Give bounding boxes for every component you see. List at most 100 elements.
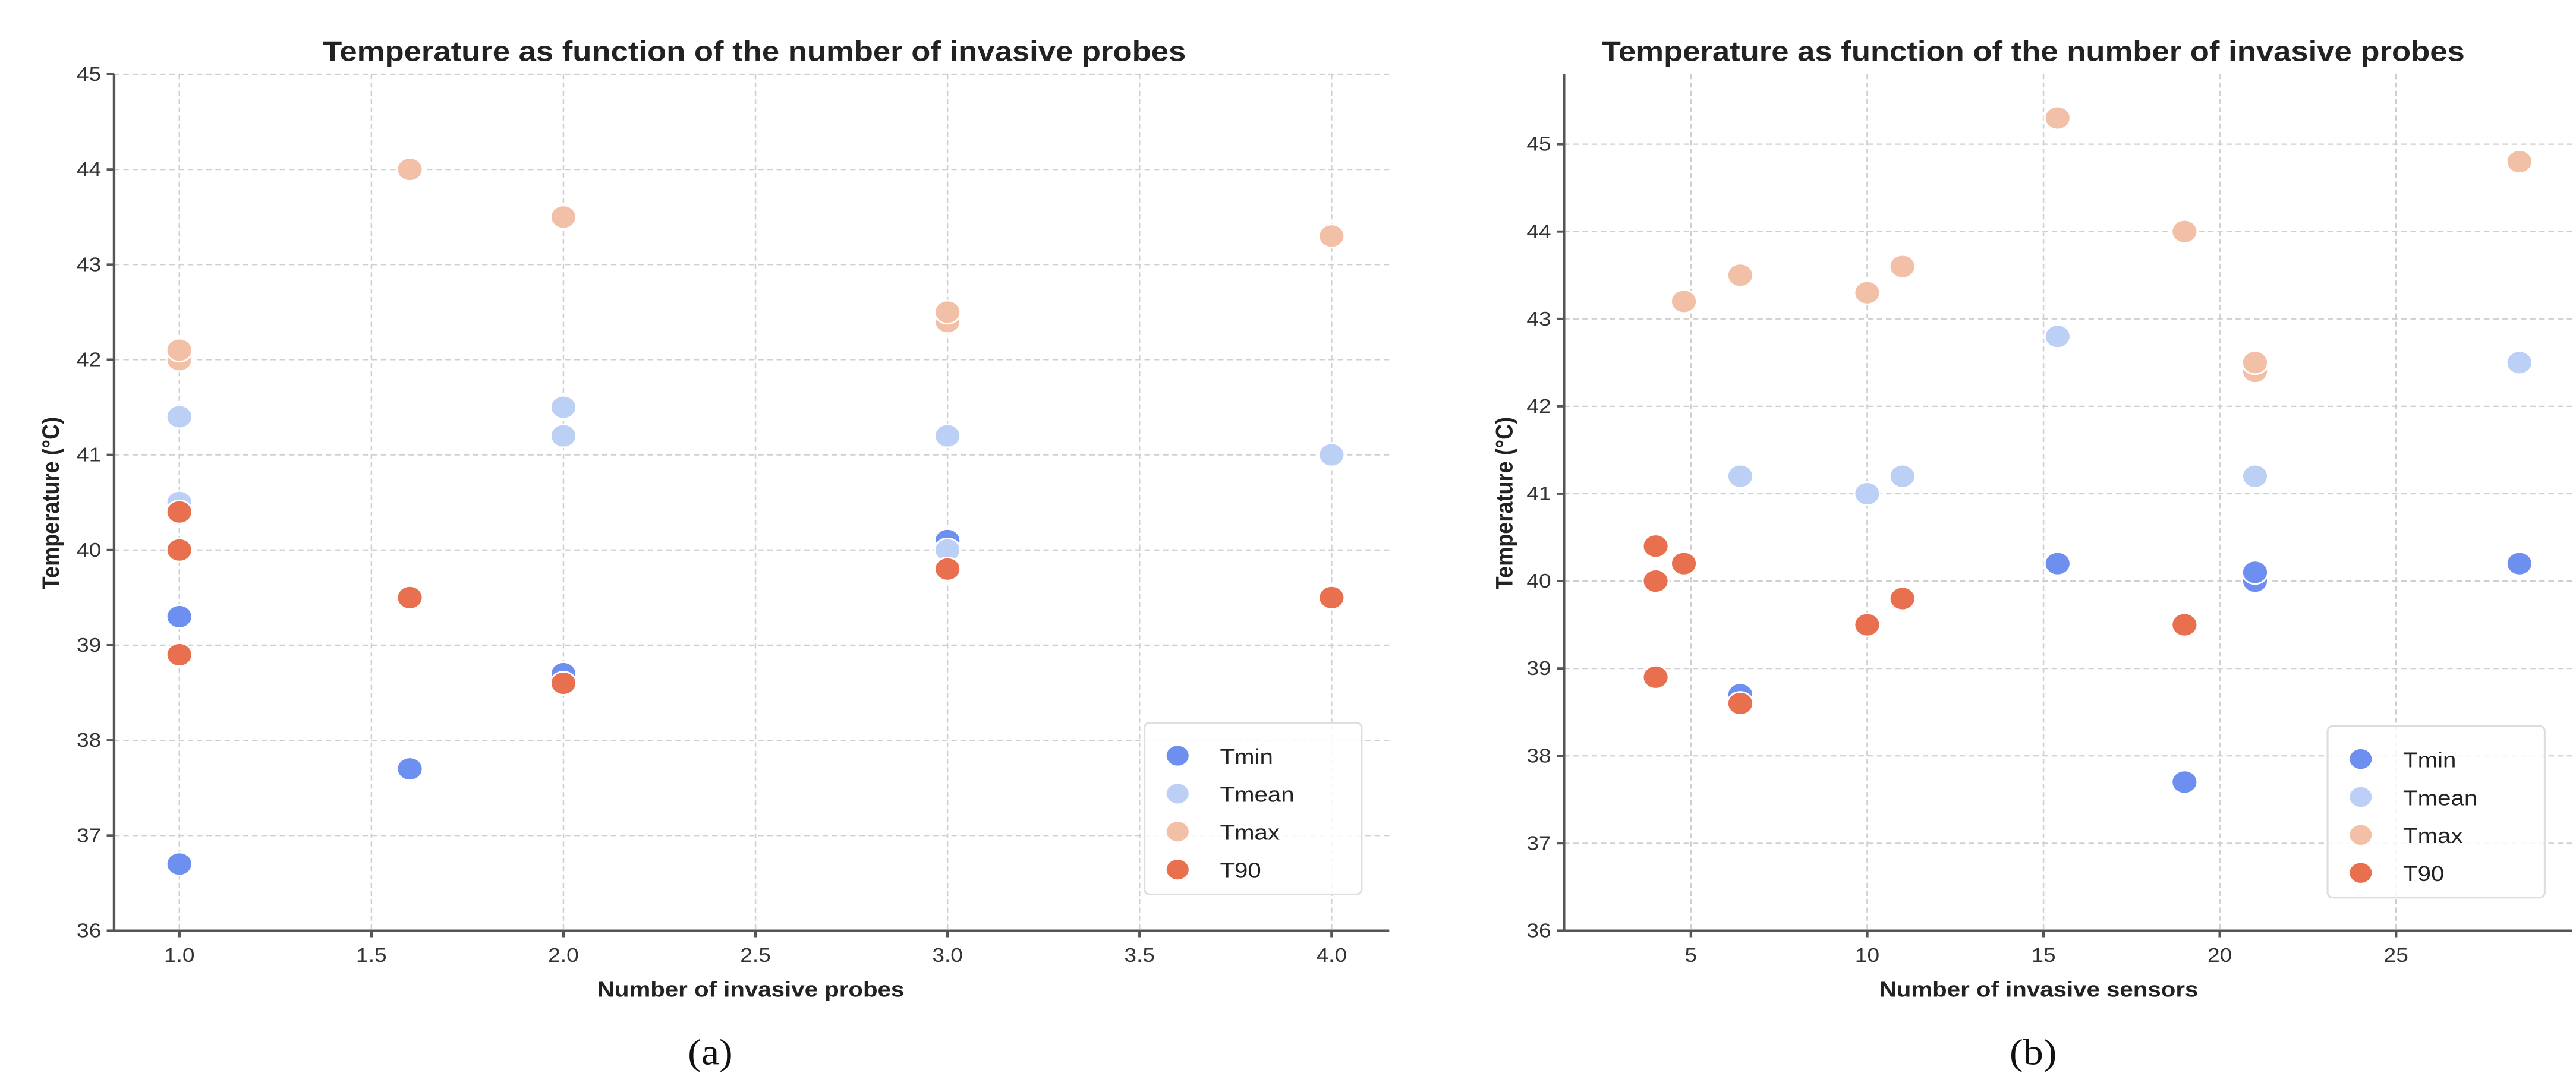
data-point-tmin [2241, 560, 2269, 585]
chart-title: Temperature as function of the number of… [1602, 36, 2465, 67]
x-tick-label: 2.5 [740, 945, 771, 967]
data-point-t90 [1726, 691, 1755, 716]
data-point-tmean [549, 394, 578, 420]
x-tick-label: 10 [1855, 945, 1879, 967]
x-tick-label: 3.0 [932, 945, 963, 967]
data-point-tmean [2043, 324, 2072, 349]
data-point-t90 [549, 671, 578, 696]
legend-label: T90 [1220, 858, 1261, 883]
y-tick-label: 45 [77, 64, 101, 86]
data-point-tmin [396, 756, 424, 781]
y-tick-label: 43 [77, 254, 101, 276]
y-tick-label: 36 [1526, 920, 1551, 942]
y-tick-label: 37 [77, 825, 101, 847]
legend-label: Tmean [1220, 783, 1294, 807]
data-point-t90 [933, 556, 962, 582]
data-point-tmax [933, 299, 962, 325]
data-point-tmin [2043, 551, 2072, 576]
data-point-tmax [165, 337, 194, 363]
y-tick-label: 38 [77, 730, 101, 752]
legend-marker-t90 [2350, 863, 2372, 883]
y-tick-label: 39 [1526, 658, 1551, 680]
data-point-tmean [2241, 463, 2269, 489]
data-point-t90 [1642, 665, 1670, 690]
x-tick-label: 25 [2384, 945, 2408, 967]
data-point-t90 [1642, 569, 1670, 594]
x-tick-label: 20 [2207, 945, 2232, 967]
y-axis-label: Temperature (°C) [37, 417, 64, 590]
x-tick-label: 5 [1685, 945, 1698, 967]
x-tick-label: 15 [2031, 945, 2055, 967]
data-point-tmean [1853, 481, 1881, 506]
legend-box [1143, 722, 1363, 895]
legend-label: Tmax [2403, 824, 2463, 848]
x-tick-label: 1.0 [164, 945, 195, 967]
legend-marker-tmin [2350, 749, 2372, 769]
data-point-tmin [2505, 551, 2534, 576]
data-point-t90 [396, 585, 424, 610]
legend-label: Tmean [2403, 786, 2477, 810]
data-point-tmax [1888, 254, 1917, 279]
data-point-t90 [1642, 534, 1670, 559]
y-tick-label: 41 [1526, 483, 1551, 505]
y-tick-label: 44 [77, 159, 101, 181]
x-tick-label: 1.5 [356, 945, 387, 967]
data-point-tmax [396, 157, 424, 182]
data-point-t90 [165, 642, 194, 667]
legend: Tmin Tmean Tmax T90 [1143, 722, 1363, 895]
data-point-tmax [1853, 280, 1881, 305]
data-point-tmax [1726, 263, 1755, 288]
y-tick-label: 40 [1526, 570, 1551, 592]
panel-label: (b) [2010, 1032, 2057, 1072]
y-tick-label: 43 [1526, 308, 1551, 330]
data-point-tmax [2043, 105, 2072, 131]
y-axis-label: Temperature (°C) [1491, 417, 1518, 590]
data-point-tmean [165, 404, 194, 430]
y-tick-label: 37 [1526, 832, 1551, 854]
legend-marker-t90 [1166, 859, 1189, 880]
data-point-tmin [165, 604, 194, 629]
panel-label: (a) [688, 1032, 733, 1072]
y-tick-label: 42 [77, 349, 101, 371]
y-tick-label: 45 [1526, 133, 1551, 155]
data-point-tmean [1888, 463, 1917, 489]
data-point-tmean [933, 423, 962, 449]
legend-label: T90 [2403, 862, 2444, 886]
y-tick-label: 40 [77, 539, 101, 561]
chart-b: Temperature as function of the number of… [1491, 36, 2572, 1072]
data-point-tmax [549, 204, 578, 230]
data-point-tmax [2171, 219, 2199, 244]
data-point-t90 [165, 499, 194, 525]
data-point-tmax [2241, 350, 2269, 375]
chart-title: Temperature as function of the number of… [323, 36, 1186, 67]
x-tick-label: 2.0 [548, 945, 579, 967]
legend-label: Tmin [1220, 745, 1273, 769]
data-point-tmean [549, 423, 578, 449]
chart-a: Temperature as function of the number of… [37, 36, 1390, 1072]
data-point-tmean [2505, 350, 2534, 375]
data-point-tmax [1318, 223, 1346, 249]
x-tick-label: 4.0 [1317, 945, 1347, 967]
data-point-tmax [1670, 289, 1698, 314]
plot-area: 1.0 1.5 2.0 2.5 3.0 3.5 4.0 36 37 38 39 40 41 42 43 44 4… [77, 64, 1390, 967]
legend-marker-tmax [2350, 825, 2372, 845]
data-point-tmin [2171, 769, 2199, 795]
y-tick-label: 38 [1526, 745, 1551, 767]
data-point-t90 [165, 537, 194, 563]
legend: Tmin Tmean Tmax T90 [2326, 725, 2546, 899]
x-tick-label: 3.5 [1124, 945, 1155, 967]
y-tick-label: 42 [1526, 396, 1551, 418]
y-tick-label: 41 [77, 444, 101, 466]
legend-marker-tmean [2350, 787, 2372, 807]
data-point-tmean [1726, 463, 1755, 489]
data-point-t90 [1853, 612, 1881, 637]
data-point-tmean [1318, 442, 1346, 468]
legend-marker-tmin [1166, 746, 1189, 766]
data-point-tmax [2505, 149, 2534, 174]
x-axis-label: Number of invasive sensors [1879, 977, 2199, 1002]
legend-marker-tmean [1166, 784, 1189, 804]
data-point-t90 [1318, 585, 1346, 610]
legend-label: Tmax [1220, 821, 1280, 845]
plot-area: 5 10 15 20 25 36 37 38 39 40 41 42 43 44 45 [1526, 74, 2572, 967]
